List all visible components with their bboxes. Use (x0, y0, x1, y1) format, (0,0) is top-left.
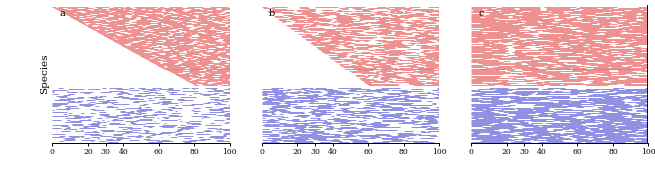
Text: b: b (269, 9, 275, 18)
Y-axis label: Species: Species (41, 54, 50, 94)
Text: c: c (478, 9, 483, 18)
Text: a: a (60, 9, 66, 18)
